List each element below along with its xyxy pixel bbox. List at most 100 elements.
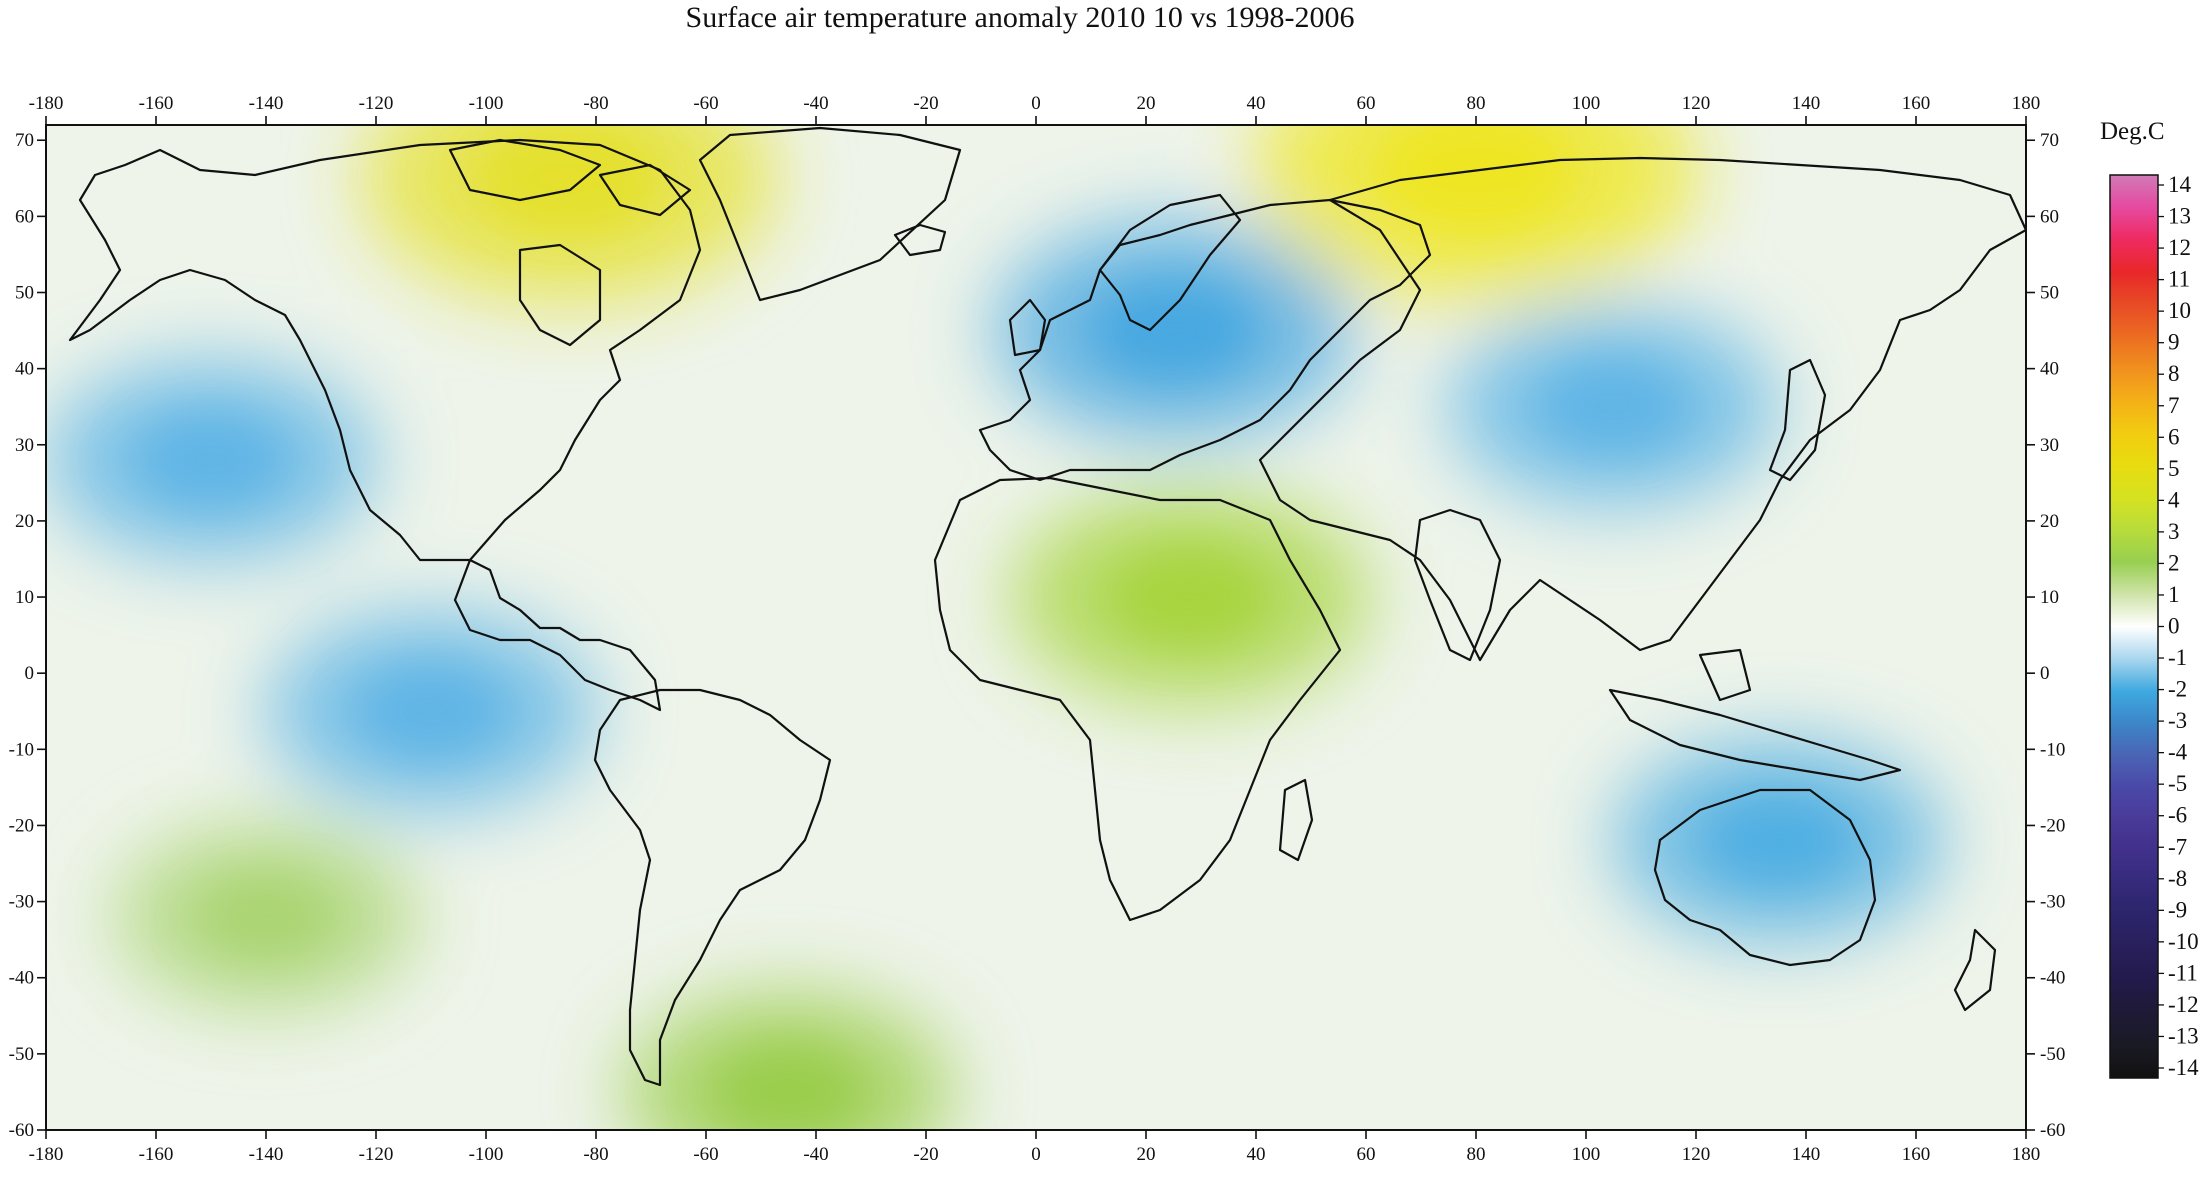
- coast-greenland: [698, 126, 962, 302]
- lon-tick-label: -120: [359, 93, 394, 114]
- lat-tick-label: -60: [9, 1120, 34, 1141]
- lon-tick-label: 160: [1902, 93, 1931, 114]
- lon-tick-label: 180: [2012, 1144, 2041, 1165]
- lon-tick-label: 180: [2012, 93, 2041, 114]
- lon-tick-label: -80: [583, 93, 608, 114]
- anomaly-core-6: [1703, 794, 1854, 887]
- colorbar-label: -14: [2168, 1055, 2199, 1080]
- colorbar-label: -11: [2168, 960, 2198, 985]
- coast-africa: [933, 476, 1342, 922]
- coast-scandinavia: [1098, 193, 1242, 332]
- lat-tick-label: -20: [2040, 815, 2065, 836]
- lat-tick-label: 10: [15, 587, 34, 608]
- coast-iceland: [893, 223, 947, 257]
- anomaly-core-1: [1376, 125, 1576, 231]
- axis-tick-labels: -180-180-160-160-140-140-120-120-100-100…: [9, 93, 2066, 1165]
- axis-ticks: [37, 116, 2035, 1139]
- anomaly-core-5: [136, 414, 286, 506]
- anomaly-core-2: [1092, 281, 1255, 381]
- colorbar-labels: 14131211109876543210-1-2-3-4-5-6-7-8-9-1…: [2158, 172, 2199, 1080]
- lat-tick-label: -40: [2040, 968, 2065, 989]
- lon-tick-label: -180: [29, 1144, 64, 1165]
- coast-japan: [1768, 358, 1827, 482]
- lat-tick-label: -10: [2040, 739, 2065, 760]
- lat-tick-label: 40: [2040, 359, 2059, 380]
- coast-south-america: [593, 688, 832, 1087]
- lat-tick-label: 0: [2040, 663, 2050, 684]
- lon-tick-label: -140: [249, 93, 284, 114]
- coast-north-america: [68, 138, 702, 712]
- colorbar-label: 6: [2168, 424, 2180, 449]
- lat-tick-label: 20: [2040, 511, 2059, 532]
- colorbar-label: -13: [2168, 1023, 2199, 1048]
- lat-tick-label: -20: [9, 815, 34, 836]
- lat-tick-label: 60: [15, 206, 34, 227]
- lat-tick-label: 50: [15, 283, 34, 304]
- lon-tick-label: 0: [1031, 1144, 1041, 1165]
- colorbar-label: -5: [2168, 771, 2187, 796]
- lon-tick-label: 80: [1467, 93, 1486, 114]
- lat-tick-label: 20: [15, 511, 34, 532]
- coast-new-zealand: [1953, 928, 1997, 1012]
- colorbar-label: -1: [2168, 645, 2187, 670]
- lon-tick-label: -180: [29, 93, 64, 114]
- lon-tick-label: -80: [583, 1144, 608, 1165]
- colorbar-label: 9: [2168, 330, 2180, 355]
- colorbar-label: 13: [2168, 204, 2191, 229]
- colorbar-label: 2: [2168, 550, 2180, 575]
- lat-tick-label: 60: [2040, 206, 2059, 227]
- anomaly-core-0: [474, 125, 663, 235]
- colorbar-label: -2: [2168, 677, 2187, 702]
- lon-tick-label: -20: [913, 1144, 938, 1165]
- lon-tick-label: 100: [1572, 93, 1601, 114]
- lon-tick-label: 40: [1247, 1144, 1266, 1165]
- colorbar-label: 3: [2168, 519, 2180, 544]
- lat-tick-label: 40: [15, 359, 34, 380]
- lon-tick-label: 80: [1467, 1144, 1486, 1165]
- coast-madagascar: [1278, 778, 1314, 862]
- colorbar-scale: [2109, 174, 2159, 1079]
- colorbar-unit-label: Deg.C: [2100, 118, 2165, 145]
- coast-europe: [978, 198, 1432, 482]
- anomaly-core-4: [356, 665, 506, 758]
- lat-tick-label: -10: [9, 739, 34, 760]
- lon-tick-label: -160: [139, 1144, 174, 1165]
- lon-tick-label: 60: [1357, 93, 1376, 114]
- coast-india: [1413, 508, 1502, 662]
- colorbar-label: 0: [2168, 614, 2180, 639]
- lon-tick-label: 60: [1357, 1144, 1376, 1165]
- colorbar-label: -7: [2168, 834, 2187, 859]
- lon-tick-label: -160: [139, 93, 174, 114]
- colorbar-label: -6: [2168, 803, 2187, 828]
- lon-tick-label: -20: [913, 93, 938, 114]
- coast-australia: [1653, 788, 1877, 967]
- colorbar-label: 12: [2168, 235, 2191, 260]
- lon-tick-label: -100: [469, 1144, 504, 1165]
- colorbar-label: 5: [2168, 456, 2180, 481]
- lat-tick-label: 0: [25, 663, 35, 684]
- anomaly-core-7: [1109, 547, 1271, 647]
- map-title: Surface air temperature anomaly 2010 10 …: [685, 1, 1355, 34]
- lon-tick-label: 100: [1572, 1144, 1601, 1165]
- anomaly-core-9: [713, 1046, 864, 1130]
- colorbar-label: 1: [2168, 582, 2180, 607]
- colorbar-label: -12: [2168, 992, 2199, 1017]
- lon-tick-label: -60: [693, 93, 718, 114]
- colorbar-label: -8: [2168, 866, 2187, 891]
- lon-tick-label: -100: [469, 93, 504, 114]
- lon-tick-label: 20: [1137, 93, 1156, 114]
- lon-tick-label: 160: [1902, 1144, 1931, 1165]
- lat-tick-label: 50: [2040, 283, 2059, 304]
- lat-tick-label: 70: [15, 130, 34, 151]
- lat-tick-label: -60: [2040, 1120, 2065, 1141]
- coast-hudson-bay: [518, 243, 602, 347]
- colorbar-label: -3: [2168, 708, 2187, 733]
- lat-tick-label: -30: [2040, 892, 2065, 913]
- anomaly-core-3: [1538, 360, 1689, 453]
- lat-tick-label: -40: [9, 968, 34, 989]
- lat-tick-label: 70: [2040, 130, 2059, 151]
- lon-tick-label: -60: [693, 1144, 718, 1165]
- coast-arctic-islands: [448, 138, 602, 202]
- colorbar: 14131211109876543210-1-2-3-4-5-6-7-8-9-1…: [2109, 172, 2199, 1080]
